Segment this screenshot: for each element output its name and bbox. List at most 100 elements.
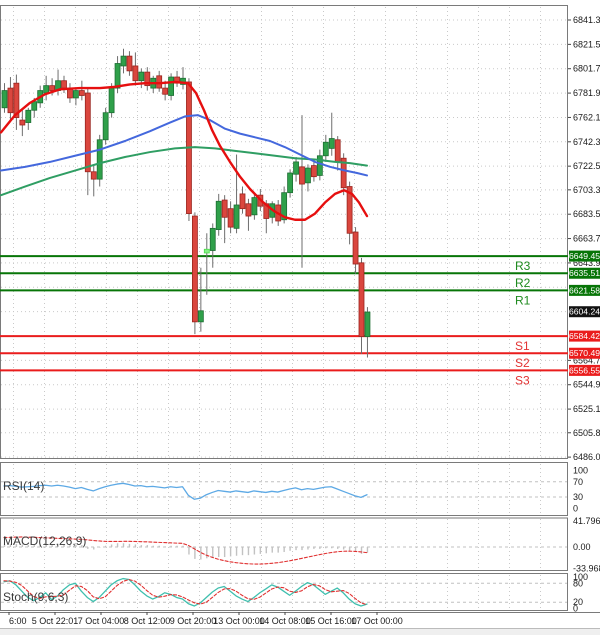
candle <box>120 55 127 67</box>
macd-tick-label: -33.968 <box>573 563 600 573</box>
price-tick-label: 6703.30 <box>573 185 600 195</box>
price-tick-label: 6525.10 <box>573 404 600 414</box>
candle <box>358 262 365 338</box>
stoch-tick-label: 20 <box>573 597 583 607</box>
price-tick-label: 6564.70 <box>573 355 600 365</box>
stoch-k-line <box>3 577 368 607</box>
time-axis-label: 9 Oct 20:00 <box>170 616 217 626</box>
price-badge-s3-text: 6556.55 <box>569 365 600 375</box>
macd-tick-label: 0.00 <box>573 542 591 552</box>
rsi-indicator-label: RSI(14) <box>3 479 45 493</box>
candle <box>299 166 305 185</box>
stoch-tick-label: 80 <box>573 578 583 588</box>
ma-line-mid <box>0 114 368 177</box>
price-badge-r1 <box>569 284 600 296</box>
candle <box>245 203 252 217</box>
price-tick-label: 6643.90 <box>573 258 600 268</box>
macd-histogram <box>3 543 369 560</box>
candle <box>25 109 32 123</box>
panel-frame <box>0 462 568 516</box>
candle <box>1 90 8 109</box>
time-axis-label: 14 Oct 08:00 <box>259 616 311 626</box>
rsi-line <box>3 482 368 500</box>
candle <box>49 85 55 91</box>
price-badge-r2 <box>569 267 600 279</box>
candle <box>310 165 317 178</box>
candle <box>19 119 26 126</box>
candle <box>287 172 294 194</box>
macd-tick-label: 41.796 <box>573 516 600 526</box>
time-axis-label: 13 Oct 00:00 <box>213 616 265 626</box>
candle <box>293 161 299 175</box>
candle <box>209 227 216 251</box>
price-tick-label: 6742.35 <box>573 137 600 147</box>
price-tick-label: 6663.70 <box>573 234 600 244</box>
macd-signal-line <box>3 536 368 565</box>
candle <box>227 208 234 228</box>
time-axis-label: 6:00 <box>9 616 27 626</box>
candle <box>352 231 359 265</box>
candle <box>31 101 38 111</box>
candle <box>114 63 121 89</box>
bottom-strip <box>0 628 600 635</box>
candle <box>197 310 204 323</box>
panel-frame <box>0 5 568 459</box>
time-axis-label: 17 Oct 00:00 <box>351 616 403 626</box>
time-axis-label: 8 Oct 12:00 <box>124 616 171 626</box>
candle <box>168 76 175 96</box>
candle <box>346 186 353 234</box>
ma-line-fast <box>0 80 369 221</box>
candle <box>13 82 20 119</box>
ma-line-slow <box>0 146 368 197</box>
price-badge-r1-text: 6621.58 <box>569 285 600 295</box>
price-badge-s2-text: 6570.49 <box>569 348 600 358</box>
price-tick-label: 6505.85 <box>573 428 600 438</box>
stoch-tick-label: 100 <box>573 572 588 582</box>
candle <box>203 248 210 254</box>
candle <box>138 71 145 82</box>
candle <box>84 92 91 173</box>
candle <box>43 85 50 94</box>
stoch-tick-label: 0 <box>573 604 578 614</box>
price-tick-label: 6683.50 <box>573 209 600 219</box>
panel-frame <box>0 517 568 571</box>
price-badge-r3 <box>569 250 600 262</box>
candle <box>102 112 109 141</box>
macd-indicator-label: MACD(12,26,9) <box>3 534 87 548</box>
candle <box>316 155 323 176</box>
price-badge-current <box>569 306 600 318</box>
candle <box>144 71 151 87</box>
level-label-r2: R2 <box>515 276 531 290</box>
level-label-s1: S1 <box>515 339 530 353</box>
candle <box>239 193 246 210</box>
price-tick-label: 6801.75 <box>573 64 600 74</box>
candle <box>281 192 288 221</box>
price-tick-label: 6762.15 <box>573 112 600 122</box>
candle <box>162 87 169 95</box>
price-badge-s1 <box>569 330 600 342</box>
candle <box>126 55 133 72</box>
price-badge-s1-text: 6584.42 <box>569 331 600 341</box>
level-label-r1: R1 <box>515 293 531 307</box>
price-badge-s2 <box>569 347 600 359</box>
stoch-indicator-label: Stoch(9,6,3) <box>3 590 69 604</box>
grid <box>1 7 567 610</box>
candle <box>73 90 79 99</box>
time-axis-label: 7 Oct 04:00 <box>78 616 125 626</box>
time-axis-label: 15 Oct 16:00 <box>305 616 357 626</box>
candle <box>96 139 103 180</box>
candle <box>251 197 258 216</box>
price-tick-label: 6486.05 <box>573 452 600 462</box>
price-tick-label: 6722.55 <box>573 161 600 171</box>
price-badge-current-text: 6604.24 <box>569 307 600 317</box>
candle <box>61 80 67 89</box>
candle <box>90 171 97 180</box>
rsi-tick-label: 30 <box>573 492 583 502</box>
candle <box>132 65 139 82</box>
candles <box>1 48 371 358</box>
price-tick-label: 6544.90 <box>573 380 600 390</box>
candle <box>191 215 198 323</box>
candle <box>340 157 347 189</box>
candle <box>233 204 240 229</box>
